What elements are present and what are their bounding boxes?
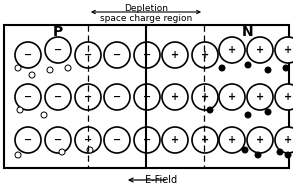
Circle shape xyxy=(15,84,41,110)
Circle shape xyxy=(219,37,245,63)
Circle shape xyxy=(219,127,245,153)
Circle shape xyxy=(245,62,251,68)
Text: −: − xyxy=(24,50,32,60)
Text: −: − xyxy=(84,135,92,145)
Circle shape xyxy=(15,42,41,68)
Text: −: − xyxy=(113,135,121,145)
Text: +: + xyxy=(284,92,292,102)
Circle shape xyxy=(285,152,291,158)
Text: −: − xyxy=(54,45,62,55)
Circle shape xyxy=(41,112,47,118)
Circle shape xyxy=(277,149,283,155)
Text: space charge region: space charge region xyxy=(100,13,192,22)
Circle shape xyxy=(104,84,130,110)
Circle shape xyxy=(247,37,273,63)
Text: +: + xyxy=(256,45,264,55)
Circle shape xyxy=(29,72,35,78)
Text: +: + xyxy=(228,135,236,145)
Circle shape xyxy=(275,127,293,153)
Circle shape xyxy=(87,147,93,153)
Text: E-Field: E-Field xyxy=(145,175,178,185)
Text: −: − xyxy=(143,50,151,60)
Circle shape xyxy=(283,65,289,71)
Text: +: + xyxy=(201,50,209,60)
Circle shape xyxy=(265,67,271,73)
Text: P: P xyxy=(53,25,63,39)
Text: +: + xyxy=(284,45,292,55)
Circle shape xyxy=(75,42,101,68)
Text: +: + xyxy=(171,92,179,102)
Circle shape xyxy=(207,107,213,113)
Text: −: − xyxy=(143,135,151,145)
Text: +: + xyxy=(201,135,209,145)
Circle shape xyxy=(134,127,160,153)
Circle shape xyxy=(247,127,273,153)
Text: +: + xyxy=(201,92,209,102)
Circle shape xyxy=(104,42,130,68)
Circle shape xyxy=(192,127,218,153)
Circle shape xyxy=(45,37,71,63)
Circle shape xyxy=(134,84,160,110)
Circle shape xyxy=(242,147,248,153)
Text: −: − xyxy=(143,92,151,102)
Text: −: − xyxy=(24,135,32,145)
Circle shape xyxy=(104,127,130,153)
Text: +: + xyxy=(228,45,236,55)
Circle shape xyxy=(15,127,41,153)
Circle shape xyxy=(245,112,251,118)
Text: −: − xyxy=(84,92,92,102)
Circle shape xyxy=(162,84,188,110)
Circle shape xyxy=(59,149,65,155)
Text: +: + xyxy=(284,135,292,145)
Text: +: + xyxy=(256,135,264,145)
Circle shape xyxy=(219,65,225,71)
Text: +: + xyxy=(171,50,179,60)
Circle shape xyxy=(75,84,101,110)
Text: Depletion: Depletion xyxy=(124,4,168,13)
Bar xyxy=(4,25,289,168)
Circle shape xyxy=(275,37,293,63)
Text: −: − xyxy=(84,50,92,60)
Circle shape xyxy=(275,84,293,110)
Text: N: N xyxy=(242,25,254,39)
Text: +: + xyxy=(171,135,179,145)
Circle shape xyxy=(15,65,21,71)
Circle shape xyxy=(162,127,188,153)
Circle shape xyxy=(265,109,271,115)
Text: +: + xyxy=(256,92,264,102)
Circle shape xyxy=(255,152,261,158)
Circle shape xyxy=(65,65,71,71)
Circle shape xyxy=(45,127,71,153)
Text: −: − xyxy=(24,92,32,102)
Text: −: − xyxy=(54,135,62,145)
Circle shape xyxy=(134,42,160,68)
Circle shape xyxy=(247,84,273,110)
Circle shape xyxy=(219,84,245,110)
Circle shape xyxy=(192,42,218,68)
Circle shape xyxy=(47,67,53,73)
Circle shape xyxy=(15,152,21,158)
Circle shape xyxy=(192,84,218,110)
Text: −: − xyxy=(54,92,62,102)
Text: −: − xyxy=(113,50,121,60)
Circle shape xyxy=(75,127,101,153)
Text: +: + xyxy=(228,92,236,102)
Circle shape xyxy=(162,42,188,68)
Circle shape xyxy=(45,84,71,110)
Text: −: − xyxy=(113,92,121,102)
Circle shape xyxy=(17,107,23,113)
